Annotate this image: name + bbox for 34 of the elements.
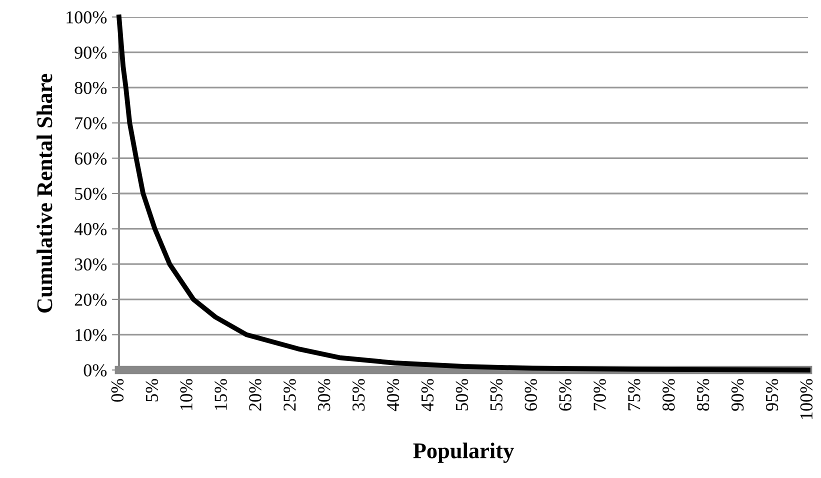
x-tick-label: 15% (214, 378, 227, 410)
x-tick-label: 70% (594, 378, 606, 410)
x-tick-label: 65% (559, 378, 572, 411)
x-tick-label: 85% (696, 378, 710, 411)
x-tick-label: 50% (456, 378, 468, 410)
x-tick-label: 40% (386, 378, 400, 412)
y-tick-label: 30% (74, 258, 107, 271)
x-tick-label: 25% (284, 378, 296, 411)
x-tick-label: 90% (731, 378, 744, 411)
x-tick-label: 45% (421, 378, 434, 412)
x-tick-label: 5% (146, 378, 158, 402)
x-axis-title: Popularity (413, 442, 514, 463)
y-tick-label: 70% (75, 117, 107, 130)
y-tick-label: 90% (74, 46, 107, 59)
x-tick-label: 20% (249, 378, 262, 411)
y-axis-title: Cumulative Rental Share (36, 74, 52, 313)
y-tick-label: 10% (76, 328, 107, 342)
y-tick-label: 0% (84, 364, 107, 376)
x-tick-label: 10% (180, 378, 192, 410)
x-tick-label: 75% (628, 378, 640, 410)
y-tick-label: 80% (74, 82, 107, 94)
y-tick-label: 40% (74, 223, 107, 236)
x-tick-label: 80% (662, 378, 675, 411)
x-tick-label: 0% (111, 378, 124, 402)
y-tick-label: 100% (66, 11, 107, 24)
x-tick-label: 60% (524, 378, 537, 411)
x-tick-label: 30% (318, 378, 330, 411)
x-tick-label: 55% (490, 378, 503, 410)
x-tick-label: 35% (352, 378, 365, 411)
x-tick-label: 95% (766, 378, 778, 411)
y-tick-label: 50% (75, 188, 107, 200)
y-tick-label: 20% (74, 294, 107, 306)
x-tick-label: 100% (800, 378, 813, 419)
y-tick-label: 60% (74, 152, 107, 165)
